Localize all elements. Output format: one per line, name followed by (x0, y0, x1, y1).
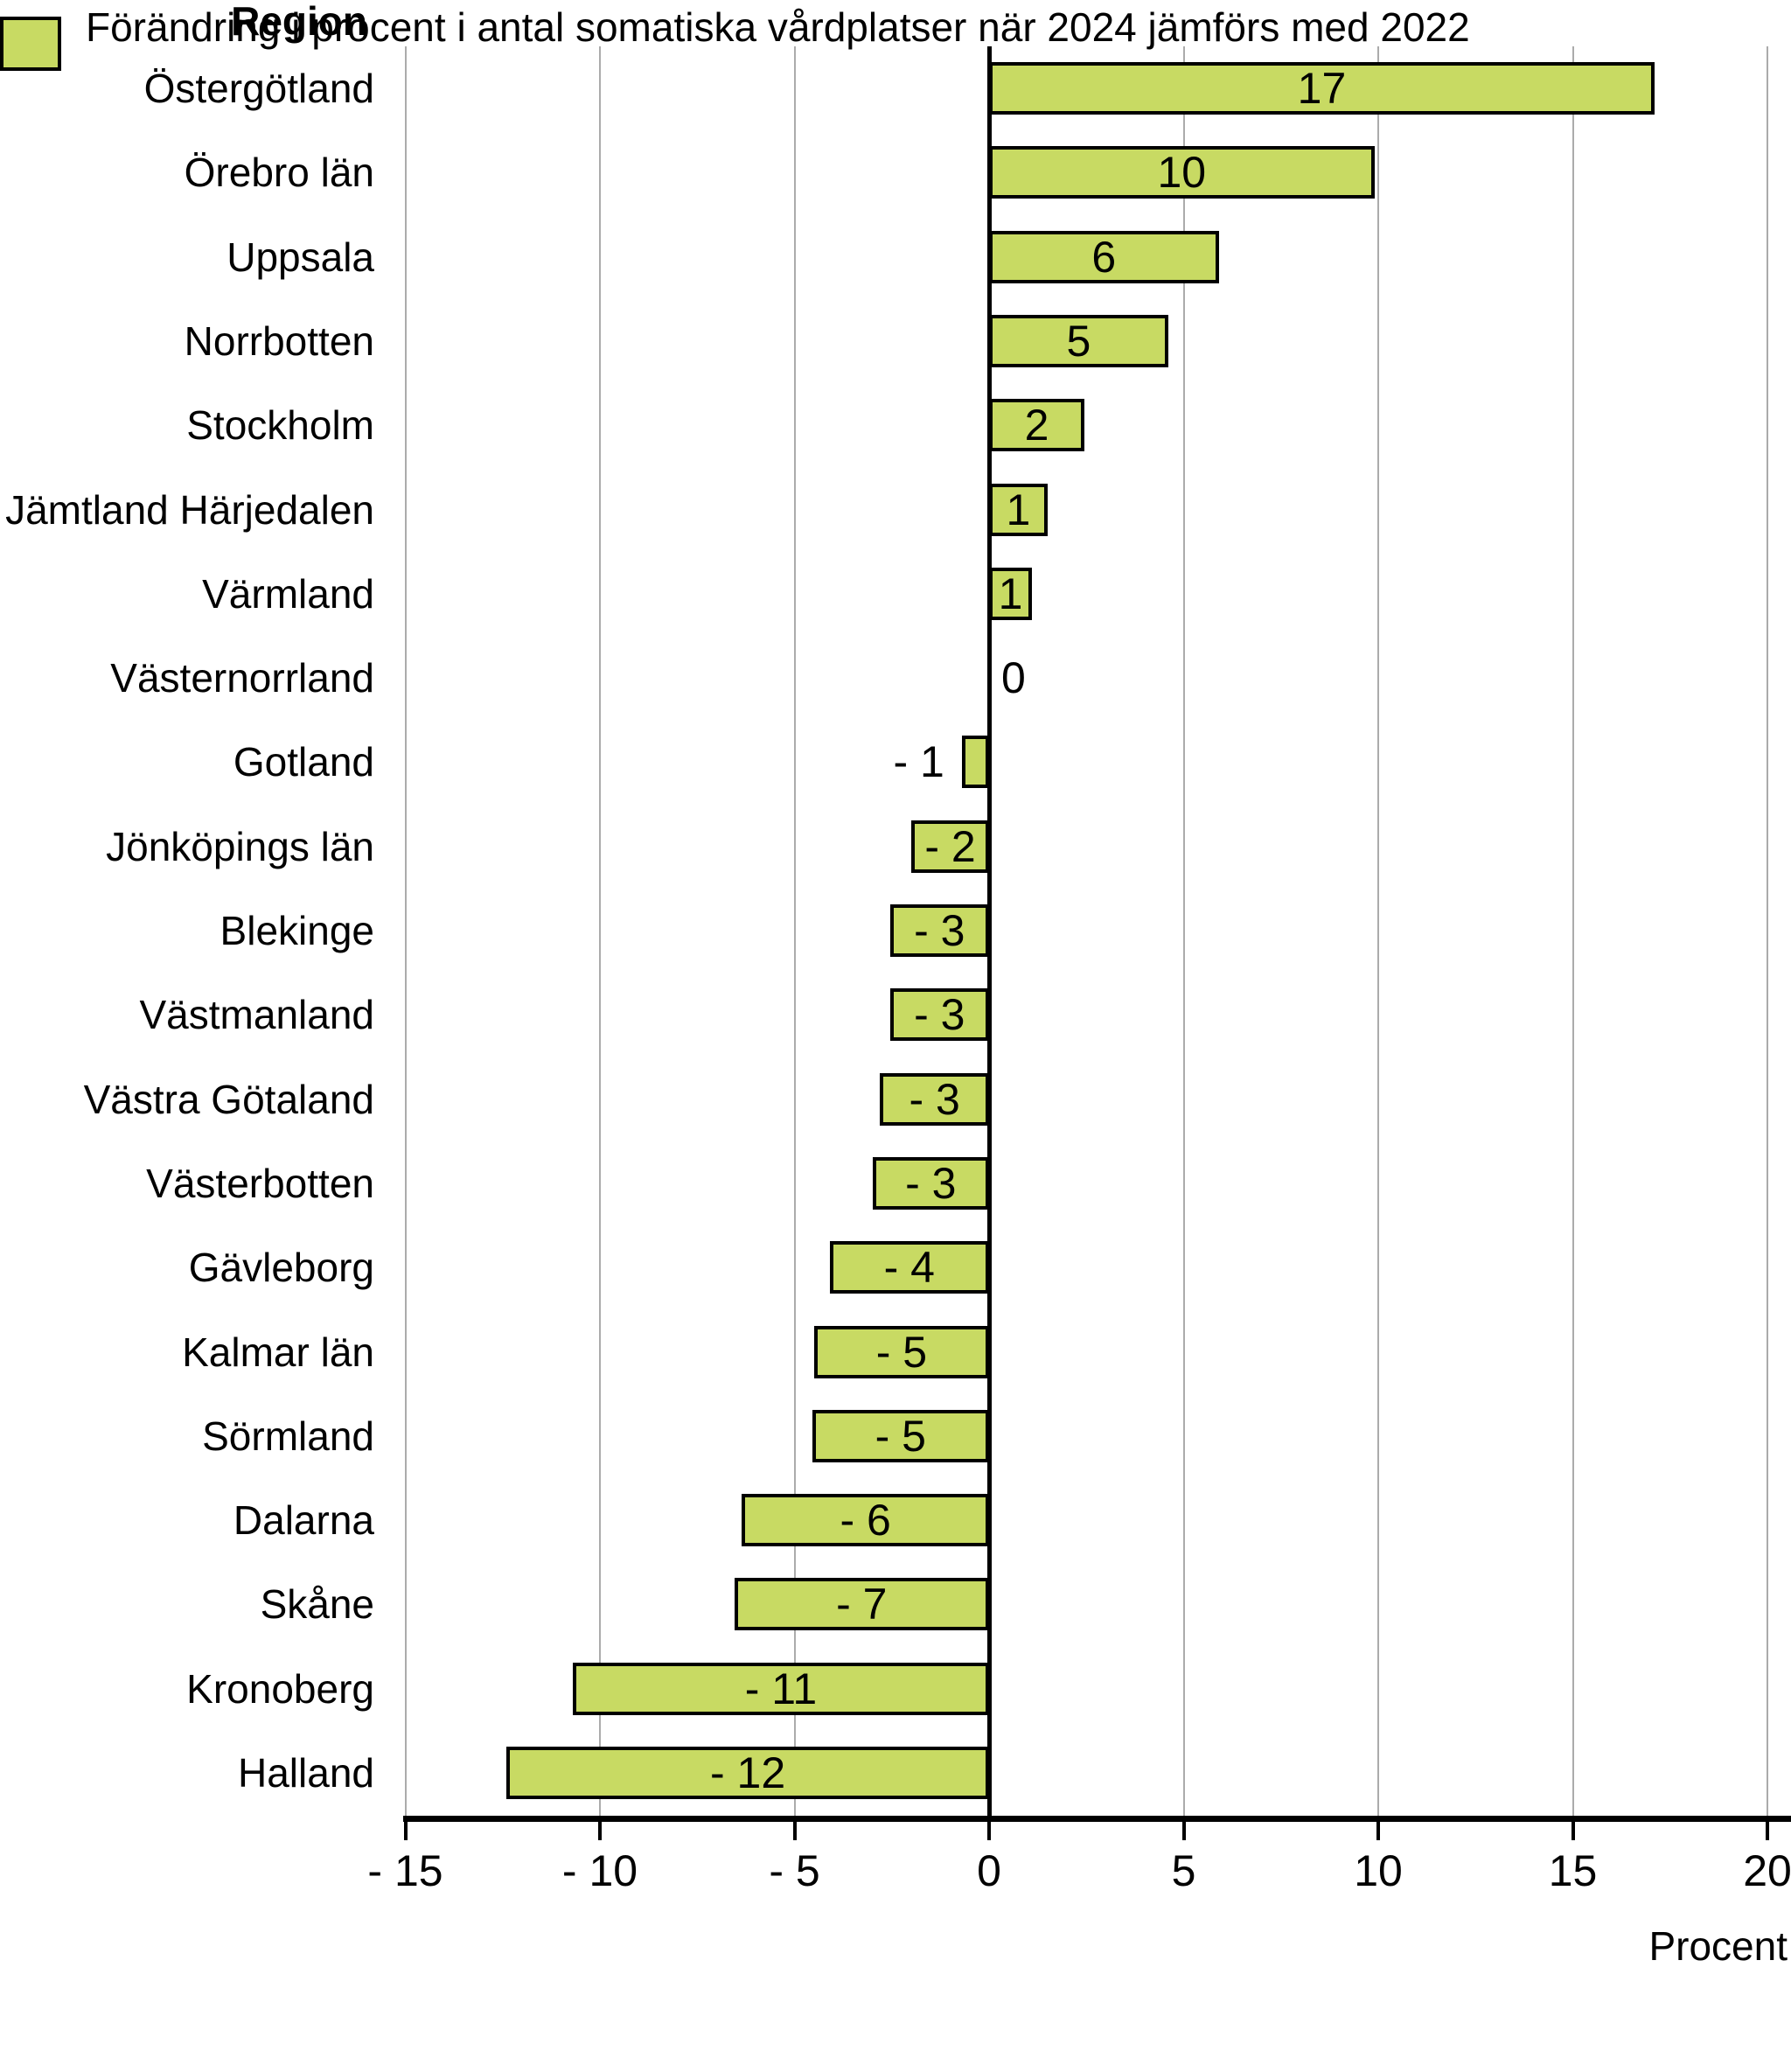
region-label: Värmland (202, 570, 374, 617)
bar: - 11 (572, 1662, 989, 1715)
region-label: Västernorrland (110, 655, 374, 701)
zero-baseline (987, 46, 992, 1816)
x-axis-tick (1376, 1816, 1380, 1840)
bar-value-label: 1 (1006, 485, 1031, 534)
gridline (1571, 46, 1574, 1816)
region-label: Jämtland Härjedalen (5, 486, 374, 533)
bar: - 7 (734, 1578, 989, 1631)
bar: 17 (989, 62, 1655, 115)
x-axis-tick-label: 5 (1171, 1846, 1196, 1895)
bar-value-label: 0 (1001, 653, 1026, 703)
bar-value-label: - 3 (909, 1074, 960, 1124)
gridline (793, 46, 796, 1816)
bar: - 3 (889, 988, 989, 1042)
bar-value-label: - 3 (905, 1158, 957, 1208)
bar (961, 736, 989, 789)
gridline (1767, 46, 1768, 1816)
bar: - 12 (506, 1747, 989, 1799)
bar-value-label: 5 (1066, 316, 1091, 366)
bar: - 3 (889, 904, 989, 957)
region-label: Stockholm (186, 402, 374, 449)
x-axis-tick-label: - 10 (561, 1846, 638, 1895)
region-label: Örebro län (184, 150, 374, 196)
x-axis-tick-label: - 15 (367, 1846, 443, 1895)
x-axis-unit-label: Procent (1648, 1923, 1788, 1969)
bar-value-label: 6 (1091, 232, 1117, 282)
bar-value-label: - 5 (875, 1411, 926, 1461)
bar-value-label: 17 (1297, 64, 1347, 113)
region-label: Västerbotten (146, 1160, 374, 1206)
bar: 10 (989, 146, 1375, 199)
bar-value-label: - 5 (875, 1327, 928, 1377)
x-axis-tick (1766, 1816, 1769, 1840)
bar-value-label: 1 (998, 569, 1023, 618)
bar-value-label: - 3 (914, 990, 965, 1040)
x-axis-tick (792, 1816, 797, 1840)
x-axis-tick-label: 10 (1354, 1846, 1403, 1895)
region-label: Kronoberg (186, 1665, 374, 1712)
legend-label: Förändring i procent i antal somatiska v… (86, 4, 1470, 50)
x-axis-tick (987, 1816, 991, 1840)
region-label: Blekinge (220, 908, 374, 953)
x-axis-tick (1181, 1816, 1186, 1840)
bar-value-label: - 4 (883, 1243, 935, 1293)
gridline (1182, 46, 1185, 1816)
bar: - 2 (911, 820, 989, 873)
region-label: Dalarna (233, 1497, 374, 1544)
bar-value-label: - 3 (914, 906, 965, 955)
region-label: Gotland (233, 739, 374, 785)
region-label: Skåne (260, 1581, 374, 1628)
bar-value-label: - 2 (924, 821, 976, 871)
bar: - 6 (742, 1494, 989, 1547)
x-axis-tick-label: 0 (977, 1846, 1001, 1895)
x-axis-line (403, 1816, 1791, 1822)
bar-value-label: 10 (1157, 148, 1207, 198)
gridline (1377, 46, 1379, 1816)
bar-value-label: - 6 (840, 1496, 891, 1545)
bar: 2 (989, 399, 1085, 452)
x-axis-tick (403, 1816, 408, 1840)
bar: - 3 (872, 1156, 989, 1210)
chart-axis-title: Region (231, 0, 367, 44)
region-label: Gävleborg (188, 1245, 374, 1291)
bar-value-label: - 12 (710, 1748, 786, 1797)
region-label: Västra Götaland (83, 1076, 374, 1122)
bar: - 5 (812, 1409, 989, 1462)
bar: 1 (989, 483, 1048, 536)
bar: 6 (989, 230, 1219, 283)
x-axis-tick (1571, 1816, 1575, 1840)
x-axis-tick-label: 20 (1743, 1846, 1791, 1895)
x-axis-tick (598, 1816, 602, 1840)
bar: 1 (989, 567, 1032, 620)
region-label: Sörmland (202, 1413, 374, 1459)
region-label: Jönköpings län (106, 823, 374, 869)
region-label: Östergötland (143, 66, 374, 111)
bar: - 5 (813, 1325, 989, 1378)
region-label: Halland (238, 1750, 374, 1796)
region-label: Norrbotten (184, 317, 374, 364)
region-label: Kalmar län (182, 1329, 374, 1375)
bar-value-label: - 11 (744, 1664, 818, 1713)
legend-swatch (0, 17, 61, 71)
x-axis-tick-label: - 5 (769, 1846, 820, 1895)
bar-value-label: 2 (1024, 401, 1049, 450)
region-label: Västmanland (139, 992, 375, 1038)
gridline (599, 46, 601, 1816)
bar-value-label: - 1 (893, 737, 944, 787)
bar: 5 (989, 314, 1168, 367)
x-axis-tick-label: 15 (1548, 1846, 1598, 1895)
bar: - 4 (829, 1241, 989, 1294)
gridline (404, 46, 407, 1816)
bar: - 3 (880, 1072, 989, 1126)
bar-value-label: - 7 (836, 1580, 888, 1629)
region-label: Uppsala (226, 234, 374, 280)
